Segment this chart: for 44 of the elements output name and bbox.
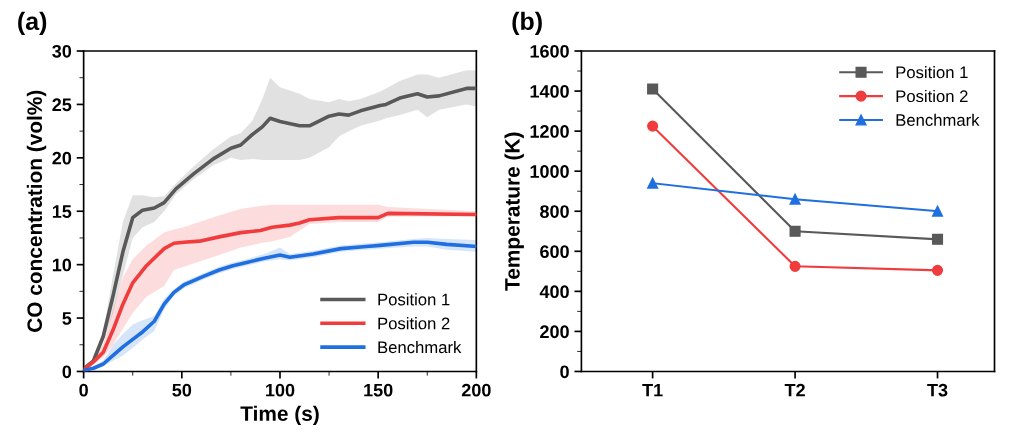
- point: [647, 120, 659, 132]
- point: [789, 193, 801, 205]
- point: [789, 225, 801, 237]
- y-tick-label: 30: [52, 44, 72, 58]
- point: [647, 83, 659, 95]
- point: [931, 264, 944, 276]
- x-tick-label: T2: [784, 383, 805, 397]
- legend-label: Benchmark: [378, 340, 462, 354]
- y-tick-label: 1200: [530, 125, 569, 138]
- legend-label: Position 2: [378, 317, 450, 330]
- legend-label: Position 2: [896, 89, 968, 103]
- point: [789, 260, 801, 272]
- y-tick-label: 0: [560, 365, 569, 379]
- chart-title: (a): [18, 11, 47, 36]
- y-axis-title: CO concentration (vol%): [26, 90, 47, 332]
- legend-label: Position 1: [896, 66, 968, 79]
- y-tick-label: 10: [52, 258, 72, 272]
- y-tick-label: 5: [62, 312, 72, 325]
- point: [931, 205, 944, 217]
- chart-title: (b): [512, 11, 542, 36]
- x-tick-label: 50: [172, 383, 192, 397]
- y-tick-label: 800: [540, 205, 569, 218]
- y-tick-label: 200: [540, 325, 569, 339]
- y-tick-label: 0: [62, 365, 72, 379]
- point: [647, 177, 659, 189]
- y-tick-label: 1600: [530, 44, 569, 58]
- y-tick-label: 600: [540, 245, 569, 259]
- point: [931, 233, 944, 245]
- x-tick-label: 100: [266, 383, 295, 397]
- y-tick-label: 15: [52, 205, 72, 218]
- legend-label: Position 1: [378, 293, 450, 306]
- y-tick-label: 20: [52, 151, 72, 165]
- y-tick-label: 25: [52, 98, 72, 112]
- y-axis-title: Temperature (K): [504, 132, 524, 291]
- legend-label: Benchmark: [896, 113, 980, 126]
- x-tick-label: 200: [461, 383, 491, 397]
- x-axis-title: Time (s): [240, 405, 319, 426]
- x-tick-label: T3: [927, 383, 948, 397]
- y-tick-label: 1000: [530, 165, 569, 178]
- x-tick-label: 0: [79, 383, 88, 397]
- y-tick-label: 1400: [530, 85, 569, 98]
- x-tick-label: 150: [364, 383, 393, 397]
- x-tick-label: T1: [642, 383, 663, 397]
- y-tick-label: 400: [539, 285, 569, 299]
